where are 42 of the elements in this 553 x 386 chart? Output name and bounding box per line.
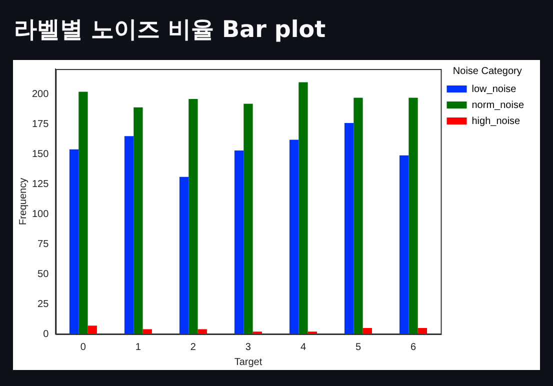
x-tick-label: 0	[80, 342, 86, 353]
bar	[88, 326, 97, 334]
bar	[354, 98, 363, 334]
bar	[198, 329, 207, 334]
x-tick-label: 4	[300, 342, 306, 353]
chart-title: 라벨별 노이즈 비율 Bar plot	[14, 16, 326, 45]
y-tick-label: 50	[38, 268, 50, 280]
y-tick-label: 175	[32, 118, 50, 130]
bar	[362, 328, 372, 334]
y-axis-title: Frequency	[18, 178, 29, 226]
x-axis-title: Target	[234, 356, 262, 368]
y-tick-label: 25	[38, 298, 50, 310]
x-tick-label: 6	[410, 342, 416, 353]
bar	[344, 122, 354, 334]
bar	[244, 104, 253, 334]
x-tick-label: 1	[135, 342, 142, 353]
y-tick-label: 150	[32, 148, 50, 160]
bar	[399, 155, 409, 334]
x-tick-label: 2	[190, 342, 196, 353]
bar	[188, 98, 198, 334]
y-tick-label: 200	[32, 88, 50, 100]
legend-label: high_noise	[472, 116, 521, 127]
bar	[418, 328, 427, 334]
x-tick-label: 3	[245, 342, 252, 353]
legend-label: norm_noise	[472, 100, 524, 111]
legend-label: low_noise	[472, 84, 517, 95]
bar	[234, 150, 244, 334]
legend-title: Noise Category	[452, 66, 522, 77]
y-tick-label: 100	[32, 208, 50, 220]
y-tick-label: 0	[43, 328, 50, 340]
bar	[134, 107, 143, 334]
y-tick-label: 125	[32, 178, 50, 190]
bar	[298, 82, 308, 334]
bar	[142, 329, 152, 334]
y-tick-label: 75	[38, 238, 50, 250]
bar	[289, 140, 299, 334]
x-tick-label: 5	[355, 342, 362, 353]
bar	[179, 176, 189, 334]
bar	[78, 92, 88, 334]
bar	[408, 98, 418, 334]
bar	[124, 136, 134, 334]
bar	[69, 149, 79, 334]
